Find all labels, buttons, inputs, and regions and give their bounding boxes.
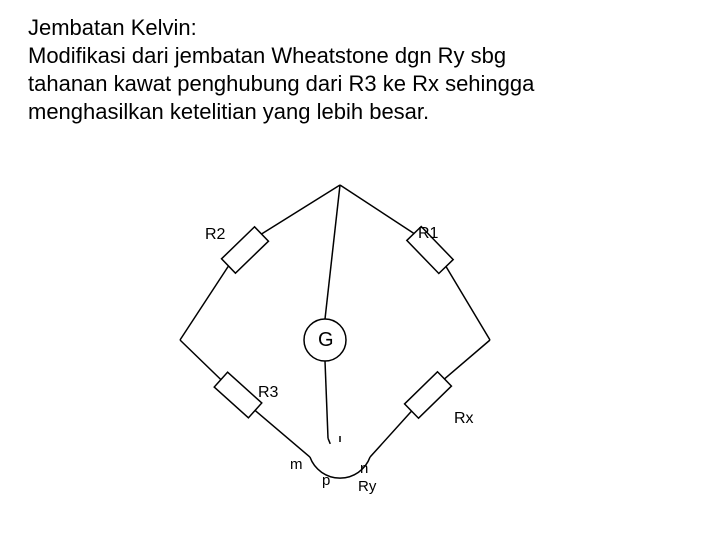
label-r1: R1 <box>418 225 438 243</box>
label-m: m <box>290 456 303 473</box>
label-r3: R3 <box>258 384 278 402</box>
label-p: p <box>322 472 330 489</box>
label-n: n <box>360 460 368 477</box>
label-r2: R2 <box>205 226 225 244</box>
label-rx: Rx <box>454 410 474 428</box>
label-g: G <box>318 329 334 352</box>
label-ry: Ry <box>358 478 376 495</box>
kelvin-bridge-diagram <box>0 0 720 540</box>
